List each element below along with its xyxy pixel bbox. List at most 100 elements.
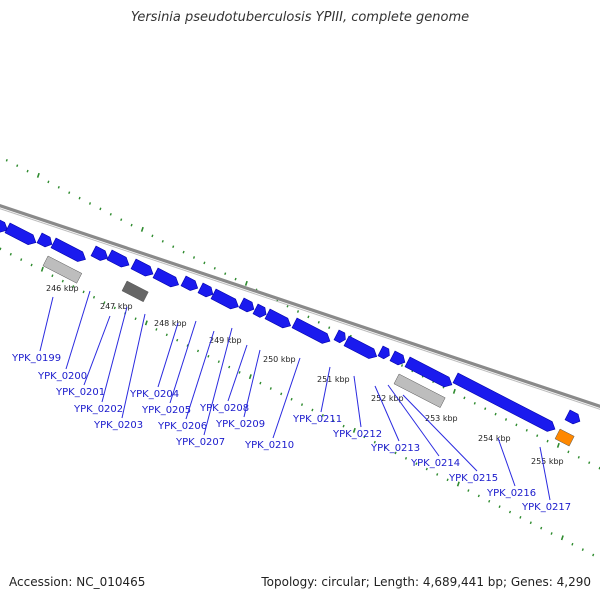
tick-mark (130, 223, 133, 227)
tick-mark (186, 344, 189, 347)
tick-mark (244, 280, 248, 286)
kbp-label: 246 kbp (46, 284, 79, 293)
gene-arrow[interactable] (564, 409, 581, 425)
gene-arrow[interactable] (389, 350, 406, 366)
tick-mark (280, 392, 283, 396)
gene-label-ypk_0208[interactable]: YPK_0208 (199, 403, 249, 414)
tick-mark (307, 315, 310, 319)
tick-mark (134, 317, 137, 321)
gene-arrow[interactable] (0, 217, 8, 233)
tick-mark (47, 180, 50, 184)
gene-label-ypk_0207[interactable]: YPK_0207 (175, 437, 225, 448)
gene-label-ypk_0206[interactable]: YPK_0206 (157, 421, 207, 432)
tick-mark (332, 419, 335, 423)
tick-mark (456, 481, 460, 487)
tick-mark (151, 234, 154, 238)
kbp-scale: 246 kbp 247 kbp 248 kbp 249 kbp 250 kbp 251 k… (46, 284, 564, 466)
tick-mark (473, 401, 476, 405)
gene-label-ypk_0200[interactable]: YPK_0200 (37, 371, 87, 382)
gene-leader-line (65, 290, 91, 370)
tick-mark (415, 462, 418, 466)
kbp-label: 251 kbp (317, 375, 350, 384)
tick-mark (311, 408, 314, 412)
tick-mark (155, 328, 158, 331)
gene-label-ypk_0212[interactable]: YPK_0212 (332, 429, 382, 440)
gene-label-ypk_0209[interactable]: YPK_0209 (215, 419, 265, 430)
gene-label-ypk_0216[interactable]: YPK_0216 (486, 488, 536, 499)
gene-arrow[interactable] (197, 282, 214, 298)
tick-mark (550, 532, 553, 535)
gene-arrow[interactable] (343, 335, 378, 359)
gene-label-ypk_0201[interactable]: YPK_0201 (55, 387, 105, 398)
gene-arrow[interactable] (238, 297, 255, 313)
gene-leader-line (121, 313, 146, 419)
tick-mark (176, 338, 179, 342)
tick-mark (519, 516, 522, 519)
tick-mark (140, 226, 144, 232)
gene-arrow[interactable] (264, 308, 291, 329)
gene-arrow[interactable] (50, 237, 86, 262)
tick-mark (484, 407, 487, 411)
gene-arrow[interactable] (4, 222, 37, 246)
backbone-line (0, 203, 600, 409)
tick-mark (321, 414, 324, 417)
gene-leader-line (243, 349, 261, 418)
tick-mark (217, 360, 220, 364)
gene-label-ypk_0199[interactable]: YPK_0199 (11, 353, 61, 364)
tick-mark (546, 439, 549, 443)
tick-mark (567, 450, 570, 454)
orange-feature (554, 428, 575, 447)
tick-mark (238, 371, 241, 374)
gene-arrow[interactable] (252, 303, 267, 318)
gene-arrow[interactable] (333, 329, 346, 344)
tick-mark (20, 258, 23, 261)
gene-label-ypk_0203[interactable]: YPK_0203 (93, 420, 143, 431)
tick-mark (61, 279, 64, 283)
tick-mark (477, 494, 480, 498)
kbp-label: 248 kbp (154, 319, 187, 328)
gene-arrow[interactable] (377, 345, 390, 360)
gene-arrow[interactable] (210, 288, 239, 310)
tick-mark (103, 301, 106, 304)
gene-arrow[interactable] (291, 317, 331, 344)
tick-mark (290, 397, 293, 401)
inner-tick-ring (0, 247, 595, 557)
tick-mark (592, 553, 595, 557)
gene-arrow[interactable] (152, 267, 179, 288)
gene-arrow[interactable] (452, 372, 556, 432)
gene-arrow[interactable] (180, 275, 199, 291)
kbp-label: 253 kbp (425, 414, 458, 423)
gene-label-ypk_0210[interactable]: YPK_0210 (244, 440, 294, 451)
gene-leader-line (320, 366, 331, 413)
gene-label-ypk_0213[interactable]: YPK_0213 (370, 443, 420, 454)
gene-arrow[interactable] (36, 232, 53, 248)
gene-label-ypk_0205[interactable]: YPK_0205 (141, 405, 191, 416)
gene-label-ypk_0214[interactable]: YPK_0214 (410, 458, 460, 469)
tick-mark (26, 169, 29, 173)
feature-track (42, 255, 575, 447)
tick-mark (488, 499, 491, 503)
tick-mark (300, 403, 304, 406)
gene-label-ypk_0217[interactable]: YPK_0217 (521, 502, 571, 513)
gene-label-ypk_0202[interactable]: YPK_0202 (73, 404, 123, 415)
gene-label-ypk_0211[interactable]: YPK_0211 (292, 414, 342, 425)
tick-mark (40, 266, 44, 272)
gene-arrow[interactable] (130, 258, 154, 277)
map-title: Yersinia pseudotuberculosis YPIII, compl… (130, 10, 470, 25)
gene-arrow[interactable] (404, 356, 453, 388)
tick-mark (425, 467, 428, 471)
tick-mark (269, 387, 272, 390)
tick-mark (536, 434, 539, 438)
gene-arrow[interactable] (106, 249, 130, 268)
tick-mark (172, 245, 175, 249)
gene-label-ypk_0215[interactable]: YPK_0215 (448, 473, 498, 484)
tick-mark (373, 440, 376, 444)
tick-mark (515, 423, 518, 427)
gene-arrow[interactable] (90, 245, 109, 261)
tick-mark (529, 521, 532, 525)
tick-mark (404, 456, 408, 460)
tick-mark (113, 306, 116, 310)
tick-mark (5, 158, 8, 162)
gene-label-ypk_0204[interactable]: YPK_0204 (129, 389, 179, 400)
gene-leader-line (39, 296, 54, 352)
